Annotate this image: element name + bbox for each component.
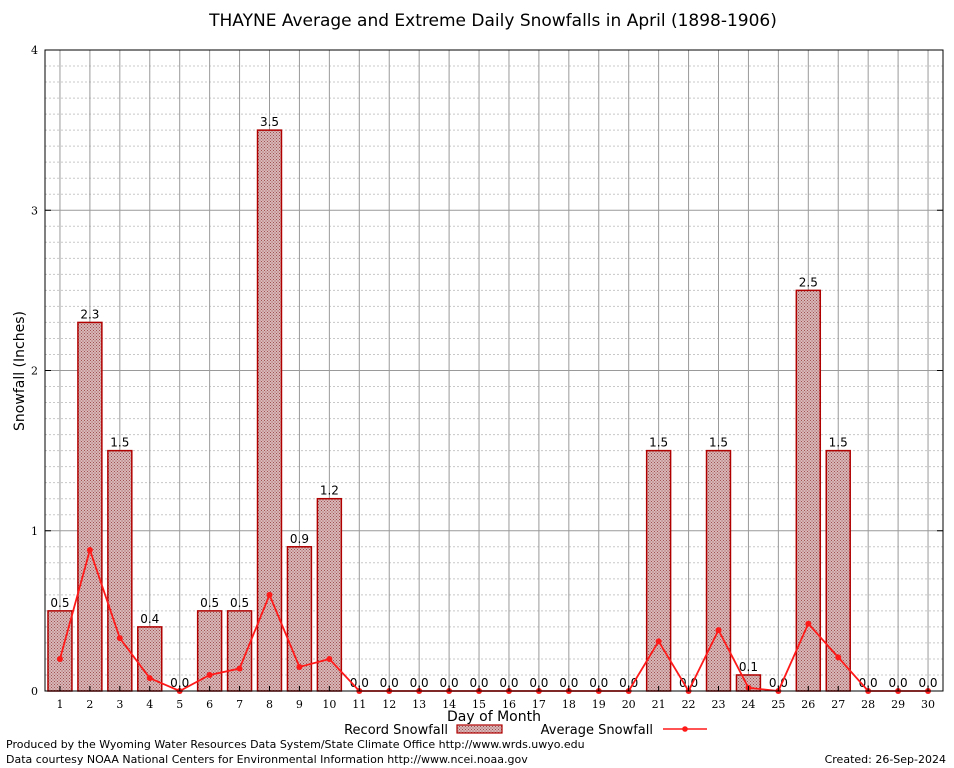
average-point-day-6 [206, 671, 213, 678]
x-tick-label-20: 20 [622, 698, 636, 711]
x-tick-label-3: 3 [116, 698, 123, 711]
bar-label-day-9: 0.9 [290, 532, 309, 546]
footer-created: Created: 26-Sep-2024 [824, 753, 946, 766]
x-tick-label-14: 14 [442, 698, 456, 711]
x-tick-label-15: 15 [472, 698, 486, 711]
bar-label-day-24: 0.1 [739, 660, 758, 674]
record-bar-day-1 [47, 610, 73, 692]
x-tick-label-28: 28 [861, 698, 875, 711]
record-snowfall-bars [47, 129, 851, 692]
record-bar-day-2 [77, 321, 103, 692]
average-point-day-3 [116, 635, 123, 642]
bar-label-day-12: 0.0 [380, 676, 399, 690]
average-point-day-21 [655, 638, 662, 645]
grid [45, 49, 943, 692]
average-point-day-23 [715, 627, 722, 634]
x-tick-label-18: 18 [562, 698, 576, 711]
bar-label-day-6: 0.5 [200, 596, 219, 610]
average-point-day-4 [146, 675, 153, 682]
x-axis-ticks: 1 2 3 4 5 6 7 8 9 10 11 12 13 14 15 16 17 18 19 20 21 22 23 24 2… [56, 686, 935, 711]
x-tick-label-22: 22 [682, 698, 696, 711]
average-point-day-8 [266, 591, 273, 598]
x-tick-label-23: 23 [712, 698, 726, 711]
record-bar-day-23 [705, 449, 732, 692]
record-bar-day-10 [316, 497, 343, 692]
average-point-day-10 [326, 655, 333, 662]
x-tick-label-13: 13 [412, 698, 426, 711]
average-point-day-26 [805, 620, 812, 627]
x-tick-label-17: 17 [532, 698, 546, 711]
legend-average-marker [682, 726, 688, 732]
average-point-day-2 [86, 546, 93, 553]
bar-label-day-7: 0.5 [230, 596, 249, 610]
bar-label-day-17: 0.0 [529, 676, 548, 690]
x-tick-label-24: 24 [741, 698, 755, 711]
y-tick-label-2: 2 [31, 365, 38, 378]
x-tick-label-25: 25 [771, 698, 785, 711]
x-tick-label-6: 6 [206, 698, 213, 711]
legend-record-swatch [456, 724, 503, 734]
bar-label-day-4: 0.4 [140, 612, 159, 626]
bar-label-day-26: 2.5 [799, 275, 818, 289]
bar-label-day-1: 0.5 [50, 596, 69, 610]
x-axis-label: Day of Month [447, 709, 541, 725]
x-tick-label-9: 9 [296, 698, 303, 711]
bar-label-day-13: 0.0 [410, 676, 429, 690]
bar-label-day-27: 1.5 [829, 436, 848, 450]
y-tick-label-3: 3 [31, 204, 38, 217]
bar-value-labels: 0.5 2.3 1.5 0.4 0.0 0.5 0.5 3.5 0.9 1.2 0.0 0.0 0.0 0… [50, 115, 937, 690]
record-bar-day-26 [795, 289, 822, 692]
average-point-day-27 [835, 654, 842, 661]
x-tick-label-30: 30 [921, 698, 935, 711]
legend-record-label: Record Snowfall [344, 723, 448, 738]
bar-label-day-14: 0.0 [440, 676, 459, 690]
x-tick-label-4: 4 [146, 698, 153, 711]
legend-average-label: Average Snowfall [541, 723, 653, 738]
bar-label-day-23: 1.5 [709, 436, 728, 450]
record-bar-day-8 [256, 129, 283, 692]
record-bar-day-7 [226, 610, 253, 692]
x-tick-label-29: 29 [891, 698, 905, 711]
bar-label-day-8: 3.5 [260, 115, 279, 129]
x-tick-label-7: 7 [236, 698, 243, 711]
y-axis-label: Snowfall (Inches) [12, 311, 28, 431]
x-tick-label-12: 12 [382, 698, 396, 711]
x-tick-label-8: 8 [266, 698, 273, 711]
bar-label-day-15: 0.0 [469, 676, 488, 690]
x-tick-label-10: 10 [322, 698, 336, 711]
y-tick-label-0: 0 [31, 685, 38, 698]
x-tick-label-11: 11 [352, 698, 366, 711]
bar-label-day-18: 0.0 [559, 676, 578, 690]
x-tick-label-21: 21 [652, 698, 666, 711]
y-axis-ticks: 0 1 2 3 4 [31, 44, 943, 698]
footer-produced-by: Produced by the Wyoming Water Resources … [6, 738, 585, 751]
x-tick-label-5: 5 [176, 698, 183, 711]
bar-label-day-2: 2.3 [80, 307, 99, 321]
bar-label-day-16: 0.0 [499, 676, 518, 690]
x-tick-label-27: 27 [831, 698, 845, 711]
chart-title: THAYNE Average and Extreme Daily Snowfal… [208, 11, 777, 31]
bar-label-day-20: 0.0 [619, 676, 638, 690]
x-tick-label-19: 19 [592, 698, 606, 711]
bar-label-day-21: 1.5 [649, 436, 668, 450]
x-tick-label-1: 1 [56, 698, 63, 711]
x-tick-label-26: 26 [801, 698, 815, 711]
bar-label-day-10: 1.2 [320, 484, 339, 498]
bar-label-day-30: 0.0 [918, 676, 937, 690]
y-tick-label-1: 1 [31, 525, 38, 538]
x-tick-label-2: 2 [86, 698, 93, 711]
footer-data-courtesy: Data courtesy NOAA National Centers for … [6, 753, 528, 766]
x-tick-label-16: 16 [502, 698, 516, 711]
average-point-day-7 [236, 665, 243, 672]
bar-label-day-19: 0.0 [589, 676, 608, 690]
bar-label-day-5: 0.0 [170, 676, 189, 690]
average-point-day-9 [296, 663, 303, 670]
legend: Record Snowfall Average Snowfall [344, 723, 707, 738]
y-tick-label-4: 4 [31, 44, 38, 57]
record-bar-day-3 [107, 449, 133, 692]
average-point-day-1 [56, 655, 63, 662]
bar-label-day-3: 1.5 [110, 436, 129, 450]
bar-label-day-29: 0.0 [889, 676, 908, 690]
